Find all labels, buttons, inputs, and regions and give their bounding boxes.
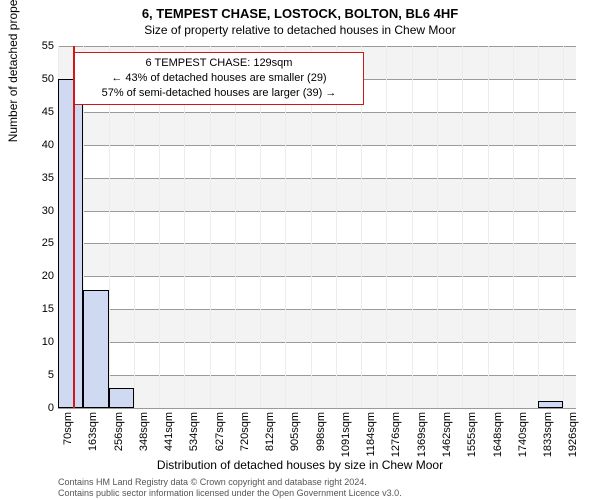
y-tick-label: 50 <box>14 73 54 85</box>
footer: Contains HM Land Registry data © Crown c… <box>58 477 402 498</box>
x-tick-label: 1648sqm <box>492 412 504 472</box>
h-grid-line <box>58 112 576 113</box>
h-grid-line <box>58 46 576 47</box>
y-tick-label: 20 <box>14 270 54 282</box>
chart-container: 6, TEMPEST CHASE, LOSTOCK, BOLTON, BL6 4… <box>0 0 600 500</box>
v-grid-line <box>386 46 387 408</box>
x-tick-label: 905sqm <box>289 412 301 472</box>
annotation-line3: 57% of semi-detached houses are larger (… <box>81 86 357 101</box>
footer-line1: Contains HM Land Registry data © Crown c… <box>58 477 402 487</box>
histogram-bar <box>538 401 563 408</box>
x-tick-label: 163sqm <box>87 412 99 472</box>
x-tick-label: 1462sqm <box>441 412 453 472</box>
h-grid-line <box>58 276 576 277</box>
v-grid-line <box>462 46 463 408</box>
y-tick-label: 30 <box>14 205 54 217</box>
h-grid-line <box>58 145 576 146</box>
y-tick-label: 0 <box>14 402 54 414</box>
x-tick-label: 1833sqm <box>542 412 554 472</box>
h-grid-line <box>58 375 576 376</box>
x-tick-label: 1555sqm <box>466 412 478 472</box>
grid-band <box>58 178 576 211</box>
annotation-line1: 6 TEMPEST CHASE: 129sqm <box>81 56 357 71</box>
h-grid-line <box>58 408 576 409</box>
y-tick-label: 45 <box>14 106 54 118</box>
x-tick-label: 998sqm <box>315 412 327 472</box>
annotation-line2: ← 43% of detached houses are smaller (29… <box>81 71 357 86</box>
x-tick-label: 256sqm <box>113 412 125 472</box>
chart-subtitle: Size of property relative to detached ho… <box>0 21 600 37</box>
x-tick-label: 1276sqm <box>390 412 402 472</box>
histogram-bar <box>58 79 83 408</box>
v-grid-line <box>488 46 489 408</box>
x-tick-label: 534sqm <box>188 412 200 472</box>
v-grid-line <box>412 46 413 408</box>
x-tick-label: 441sqm <box>163 412 175 472</box>
x-tick-label: 1184sqm <box>365 412 377 472</box>
grid-band <box>58 309 576 342</box>
grid-band <box>58 375 576 408</box>
y-tick-label: 25 <box>14 237 54 249</box>
x-tick-label: 720sqm <box>239 412 251 472</box>
y-tick-label: 35 <box>14 172 54 184</box>
y-axis-label: Number of detached properties <box>6 0 20 142</box>
x-tick-label: 1926sqm <box>567 412 579 472</box>
y-tick-label: 15 <box>14 303 54 315</box>
y-tick-label: 55 <box>14 40 54 52</box>
v-grid-line <box>563 46 564 408</box>
x-tick-label: 1091sqm <box>340 412 352 472</box>
x-tick-label: 627sqm <box>214 412 226 472</box>
h-grid-line <box>58 342 576 343</box>
grid-band <box>58 243 576 276</box>
footer-line2: Contains public sector information licen… <box>58 488 402 498</box>
x-tick-label: 348sqm <box>138 412 150 472</box>
y-tick-label: 5 <box>14 369 54 381</box>
x-tick-label: 70sqm <box>62 412 74 472</box>
histogram-bar <box>83 290 108 408</box>
histogram-bar <box>109 388 134 408</box>
chart-title: 6, TEMPEST CHASE, LOSTOCK, BOLTON, BL6 4… <box>0 0 600 21</box>
v-grid-line <box>538 46 539 408</box>
y-tick-label: 10 <box>14 336 54 348</box>
annotation-box: 6 TEMPEST CHASE: 129sqm ← 43% of detache… <box>74 52 364 105</box>
y-tick-label: 40 <box>14 139 54 151</box>
h-grid-line <box>58 211 576 212</box>
h-grid-line <box>58 243 576 244</box>
x-tick-label: 812sqm <box>264 412 276 472</box>
v-grid-line <box>513 46 514 408</box>
h-grid-line <box>58 178 576 179</box>
x-tick-label: 1740sqm <box>517 412 529 472</box>
v-grid-line <box>437 46 438 408</box>
h-grid-line <box>58 309 576 310</box>
grid-band <box>58 112 576 145</box>
x-tick-label: 1369sqm <box>416 412 428 472</box>
